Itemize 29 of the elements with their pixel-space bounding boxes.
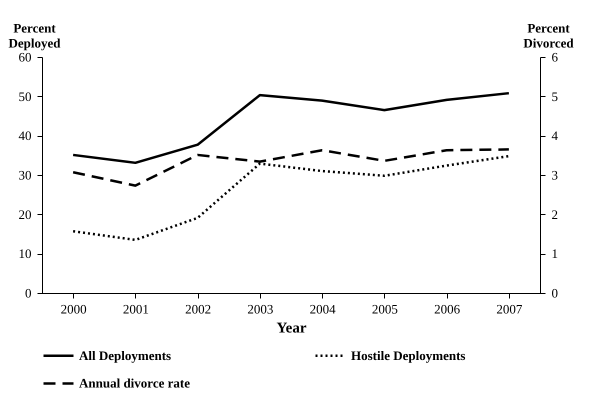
y-tick-label: 40 (18, 128, 32, 144)
y-tick-label: 30 (18, 168, 32, 182)
x-tick-label: 2006 (434, 302, 461, 316)
y2-tick-label: 1 (552, 246, 558, 262)
y-tick-label: 20 (18, 206, 32, 222)
y-tick-label: 50 (18, 88, 32, 104)
x-tick-label: 2004 (310, 302, 336, 316)
y2-tick-label: 6 (552, 50, 558, 64)
line-series (72, 92, 510, 164)
x-tick-label: 2007 (496, 302, 523, 316)
x-axis-title: Year (276, 320, 307, 336)
y-tick-label: 10 (18, 246, 32, 262)
x-tick-label: 2005 (372, 302, 398, 316)
y-axis-title: Percent Deployed (8, 20, 62, 50)
legend-label: Annual divorce rate (79, 376, 190, 390)
x-tick-label: 2000 (60, 302, 87, 316)
legend-label: All Deployments (79, 348, 172, 363)
x-tick-label: 2001 (122, 302, 149, 316)
y2-tick-label: 4 (552, 128, 558, 144)
y2-tick-label: 2 (552, 206, 558, 222)
y-tick-label: 60 (18, 50, 32, 64)
x-tick-label: 2003 (247, 302, 274, 316)
y-tick-label: 0 (25, 286, 32, 300)
y2-tick-label: 0 (552, 286, 558, 300)
y2-tick-label: 5 (552, 88, 558, 104)
legend-label: Hostile Deployments (351, 348, 466, 363)
x-tick-label: 2002 (185, 302, 212, 316)
y2-axis-title: Percent Divorced (523, 20, 574, 50)
y2-tick-label: 3 (552, 168, 558, 182)
